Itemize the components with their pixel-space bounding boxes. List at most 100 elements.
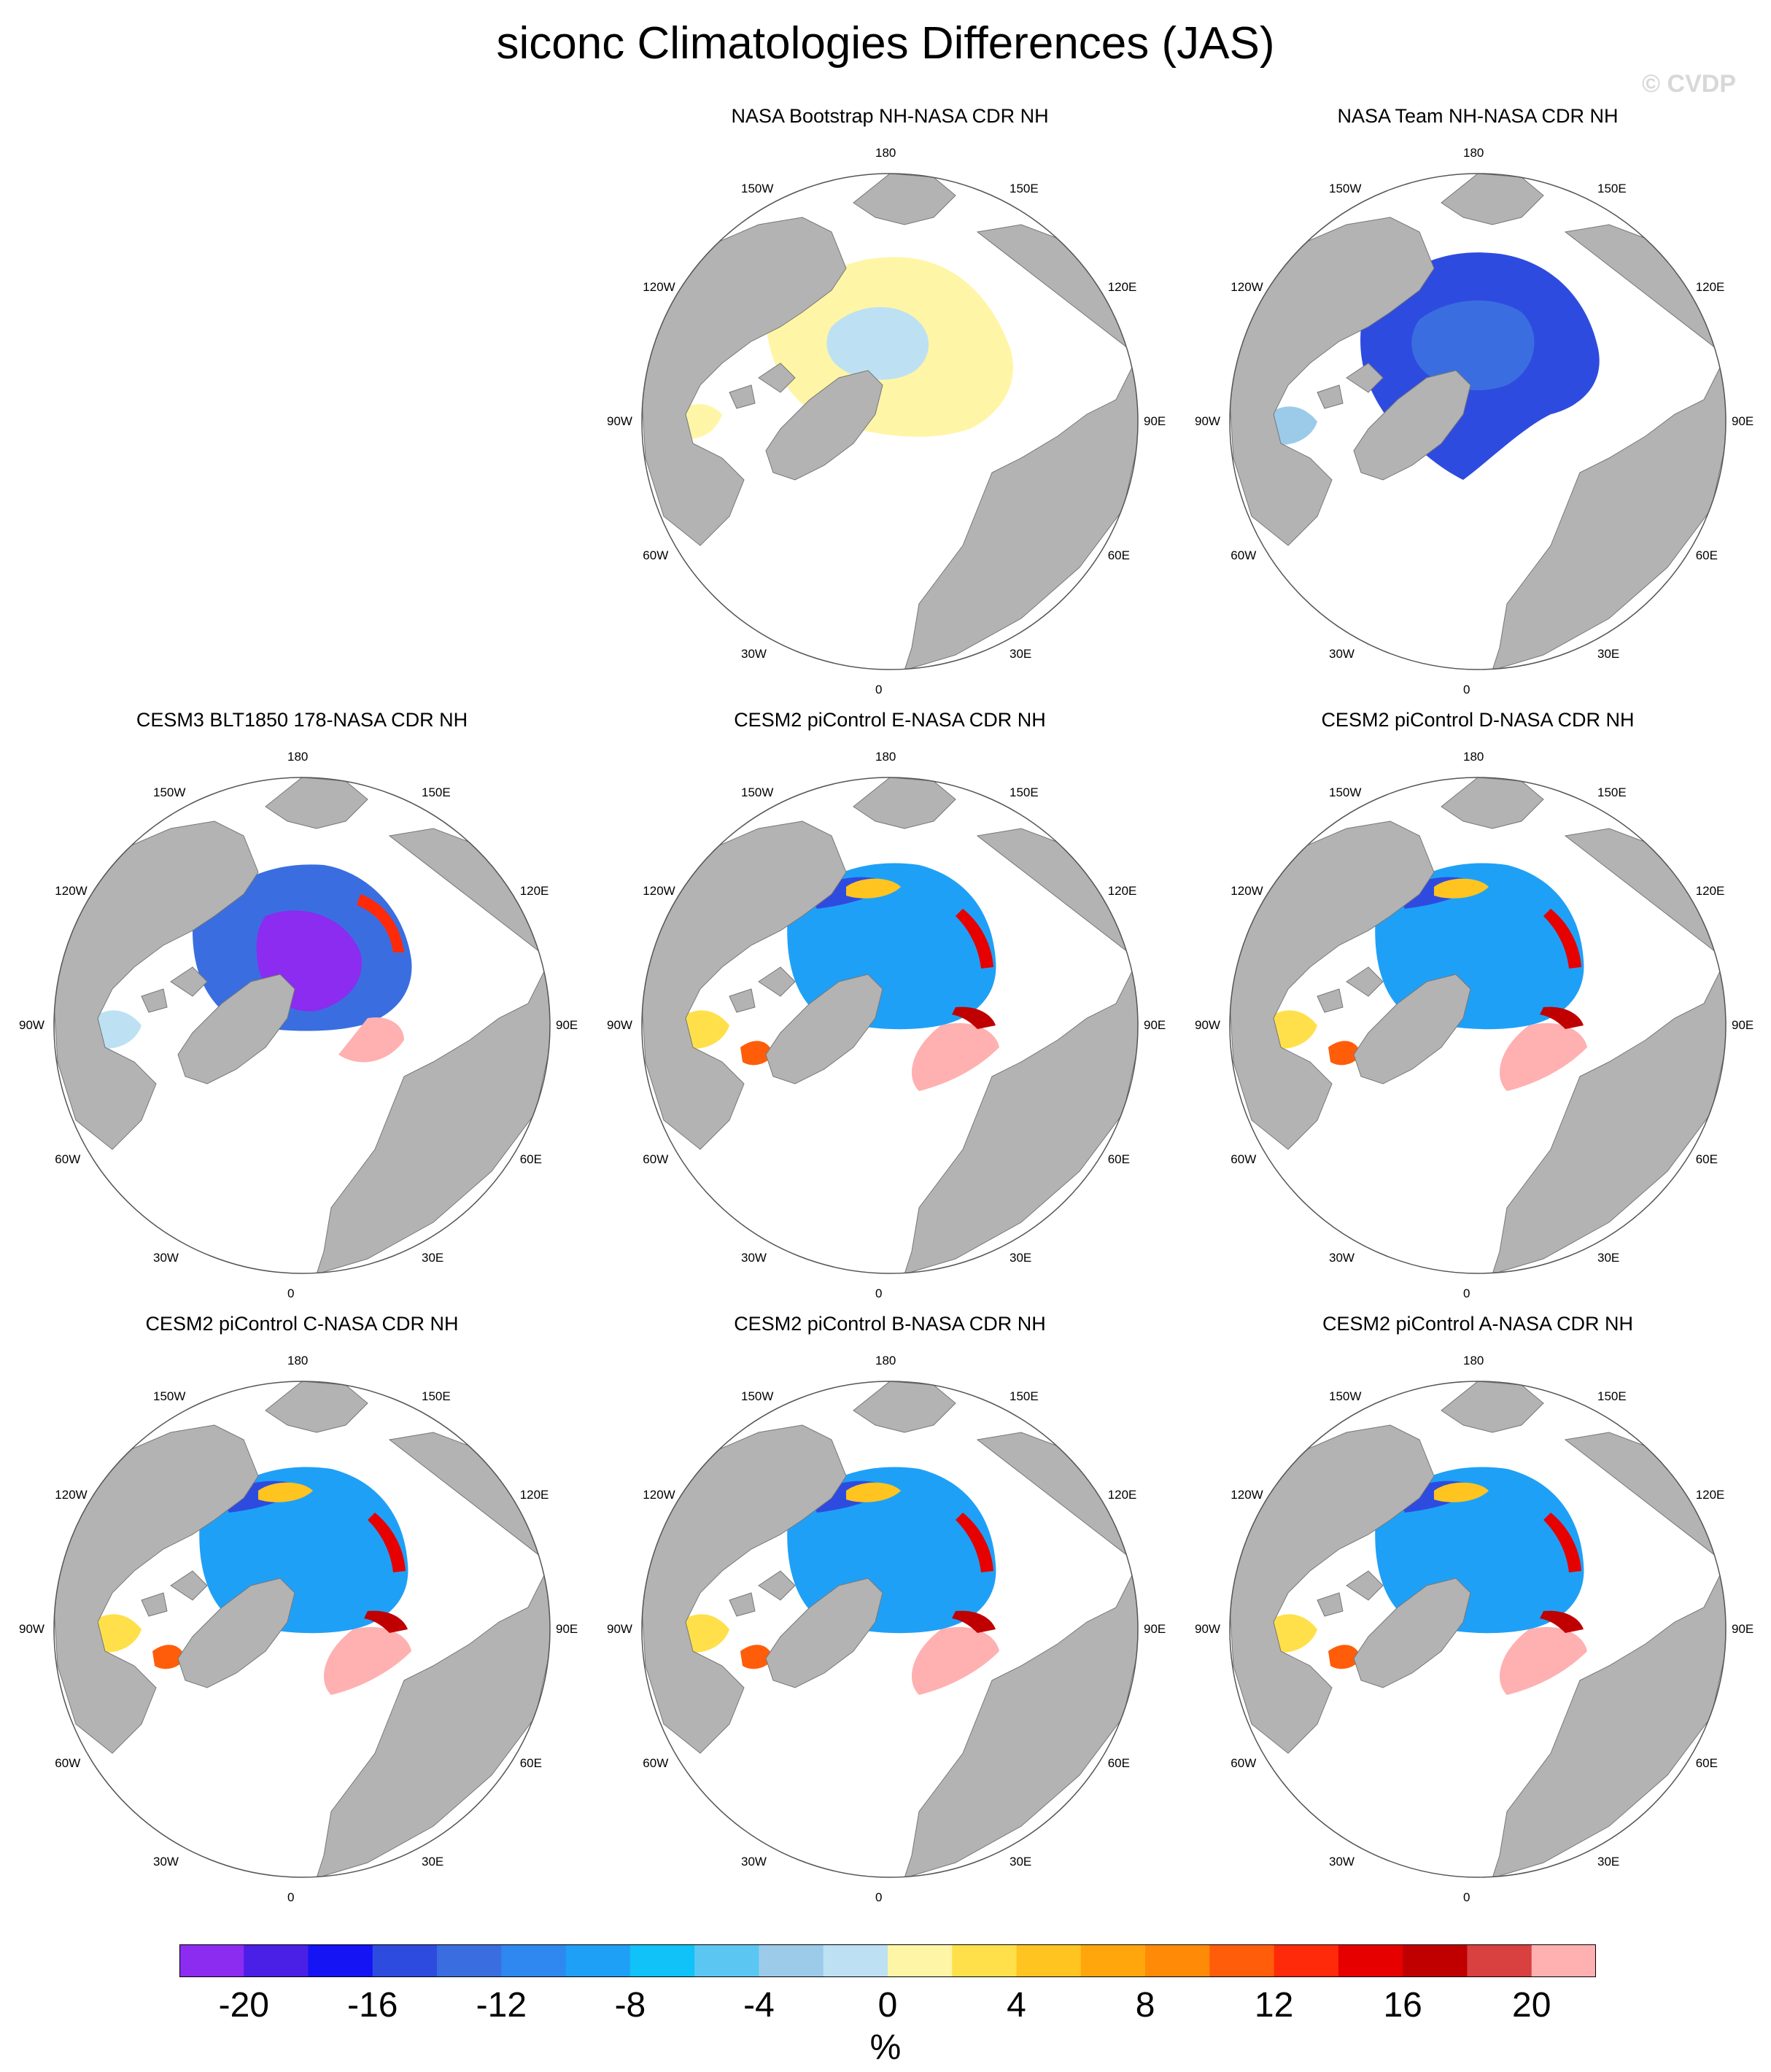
longitude-label: 60E [1107,1152,1130,1166]
land-mass [1346,362,1384,393]
longitude-label: 90W [19,1018,44,1032]
colorbar-swatch [1403,1944,1468,1977]
longitude-label: 60W [1231,1152,1257,1166]
longitude-label: 0 [1463,1287,1470,1300]
land-mass [141,1592,168,1617]
longitude-label: 60E [1107,1756,1130,1770]
land-mass [904,224,1138,670]
longitude-label: 120W [1231,1488,1263,1502]
land-mass [642,1424,847,1754]
longitude-label: 150W [741,182,774,196]
colorbar-swatch [694,1944,759,1977]
colorbar-swatch [501,1944,567,1977]
anomaly-region [357,894,404,952]
land-mass [316,828,550,1273]
longitude-label: 90E [556,1018,578,1032]
land-mass [265,1381,368,1433]
longitude-label: 150W [1329,182,1362,196]
anomaly-region [1543,909,1581,969]
anomaly-region [740,1645,773,1669]
land-mass [170,966,208,997]
map-panel: CESM2 piControl C-NASA CDR NH 180 150E 120E… [19,1313,579,1911]
land-mass [1230,820,1435,1150]
longitude-label: 0 [875,1890,883,1904]
longitude-label: 30E [1009,646,1032,661]
land-mass [170,1570,208,1601]
colorbar-swatch [244,1944,309,1977]
longitude-label: 60W [1231,1756,1257,1770]
longitude-label: 150E [1009,1389,1039,1404]
land-mass [853,1381,956,1433]
longitude-label: 30E [422,1250,444,1265]
longitude-label: 60W [55,1152,81,1166]
longitude-label: 90E [1732,1018,1754,1032]
longitude-label: 90E [1732,1622,1754,1636]
polar-map [641,777,1139,1274]
map-panel: CESM2 piControl A-NASA CDR NH 180 150E 120E… [1195,1313,1755,1911]
colorbar-tick-label: 20 [1512,1986,1551,2025]
panel-title: CESM3 BLT1850 178-NASA CDR NH [136,709,468,731]
longitude-label: 150E [422,1389,451,1404]
land-mass [642,217,847,546]
anomaly-region [956,909,993,969]
longitude-label: 180 [287,750,309,764]
polar-map [1229,777,1727,1274]
colorbar-swatch [437,1944,502,1977]
longitude-label: 150E [422,785,451,800]
anomaly-region [1500,1626,1587,1695]
longitude-label: 30W [1329,1250,1355,1265]
map-panel: NASA Bootstrap NH-NASA CDR NH 180 150E 120E… [607,105,1167,703]
panel-title: CESM2 piControl A-NASA CDR NH [1322,1313,1634,1335]
anomaly-region [258,1482,313,1502]
land-mass [54,1424,259,1754]
land-mass [904,1432,1138,1877]
colorbar-swatch [952,1944,1018,1977]
longitude-label: 30W [741,646,767,661]
longitude-label: 60W [643,548,669,562]
longitude-label: 90E [556,1622,578,1636]
colorbar-swatch [179,1944,244,1977]
panel-title: CESM2 piControl C-NASA CDR NH [145,1313,459,1335]
longitude-label: 150E [1009,182,1039,196]
longitude-label: 120E [1107,280,1137,294]
longitude-label: 60E [1695,548,1718,562]
colorbar-swatch [308,1944,373,1977]
map-boundary [1229,173,1727,670]
land-mass [1317,1592,1344,1617]
longitude-label: 180 [1463,146,1484,160]
colorbar-swatch [1016,1944,1082,1977]
longitude-label: 30E [422,1854,444,1869]
anomaly-region [368,1513,406,1572]
anomaly-region [364,1610,408,1633]
panel-title: CESM2 piControl E-NASA CDR NH [734,709,1046,731]
land-mass [177,1578,295,1688]
polar-map [1229,173,1727,670]
longitude-label: 90W [607,1018,632,1032]
longitude-label: 30W [153,1854,179,1869]
anomaly-region [826,307,929,380]
land-mass [1441,174,1544,225]
map-boundary [641,173,1139,670]
longitude-label: 30E [1597,1854,1620,1869]
longitude-label: 120E [519,884,549,898]
polar-map [53,777,551,1274]
panel-title: CESM2 piControl D-NASA CDR NH [1321,709,1635,731]
longitude-label: 90E [1144,1018,1166,1032]
map-panel: CESM3 BLT1850 178-NASA CDR NH 180 150E 120E… [19,709,579,1307]
anomaly-region [846,1482,901,1502]
anomaly-region [740,1041,773,1066]
colorbar-tick-labels: -20 -16 -12 -8 -4 0 4 8 12 16 20 [179,1985,1596,2029]
colorbar-tick-label: 8 [1135,1986,1155,2025]
longitude-label: 120E [1107,884,1137,898]
colorbar-swatch [565,1944,631,1977]
land-mass [1492,1432,1726,1877]
land-mass [1317,384,1344,409]
anomaly-region [152,1645,185,1669]
longitude-label: 150E [1597,785,1627,800]
longitude-label: 0 [287,1287,295,1300]
colorbar-swatch [1209,1944,1275,1977]
longitude-label: 30W [741,1250,767,1265]
longitude-label: 120W [1231,884,1263,898]
longitude-label: 120W [643,1488,675,1502]
longitude-label: 180 [1463,750,1484,764]
